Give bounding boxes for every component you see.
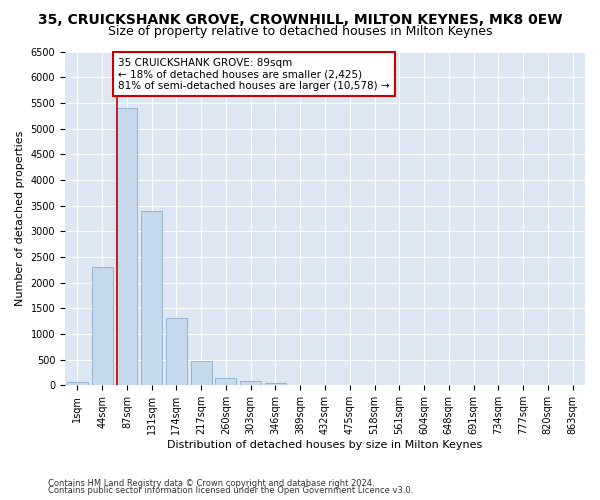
Bar [215, 378, 236, 385]
Text: 35 CRUICKSHANK GROVE: 89sqm
← 18% of detached houses are smaller (2,425)
81% of : 35 CRUICKSHANK GROVE: 89sqm ← 18% of det… [118, 58, 389, 91]
Text: 35, CRUICKSHANK GROVE, CROWNHILL, MILTON KEYNES, MK8 0EW: 35, CRUICKSHANK GROVE, CROWNHILL, MILTON… [38, 12, 562, 26]
Bar [240, 381, 261, 385]
X-axis label: Distribution of detached houses by size in Milton Keynes: Distribution of detached houses by size … [167, 440, 482, 450]
Bar [290, 384, 311, 385]
Bar [67, 382, 88, 385]
Text: Contains public sector information licensed under the Open Government Licence v3: Contains public sector information licen… [48, 486, 413, 495]
Bar [141, 210, 162, 385]
Bar [191, 360, 212, 385]
Bar [265, 383, 286, 385]
Bar [92, 267, 113, 385]
Text: Size of property relative to detached houses in Milton Keynes: Size of property relative to detached ho… [108, 25, 492, 38]
Bar [116, 108, 137, 385]
Bar [166, 318, 187, 385]
Y-axis label: Number of detached properties: Number of detached properties [15, 130, 25, 306]
Text: Contains HM Land Registry data © Crown copyright and database right 2024.: Contains HM Land Registry data © Crown c… [48, 478, 374, 488]
